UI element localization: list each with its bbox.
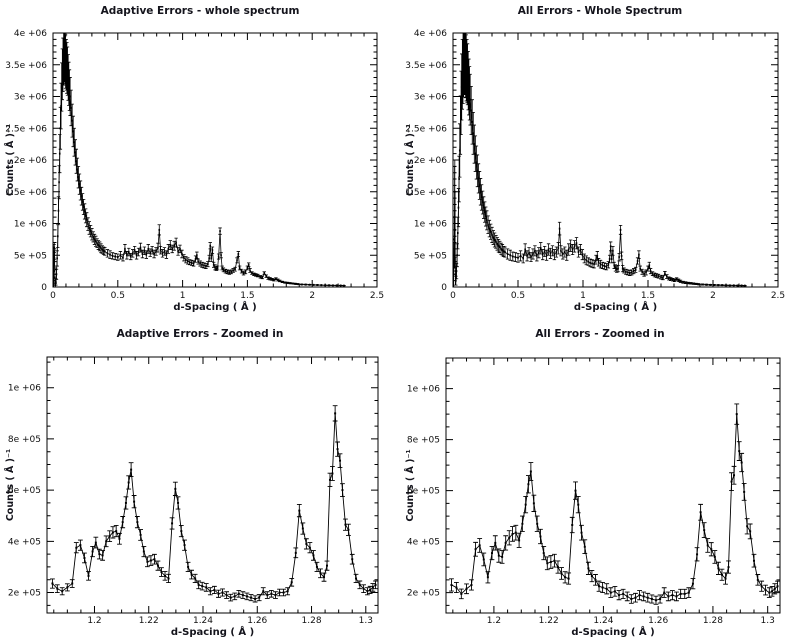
x-axis-label: d-Spacing ( Å ) xyxy=(173,300,256,313)
x-tick-label: 1.3 xyxy=(359,616,373,626)
y-tick-label: 3.5e +06 xyxy=(5,61,47,71)
chart-title: Adaptive Errors - whole spectrum xyxy=(101,5,300,17)
data-series xyxy=(53,33,346,287)
x-tick-label: 0.5 xyxy=(111,291,125,301)
y-tick-label: 4e +05 xyxy=(8,537,41,547)
y-tick-label: 1.5e +06 xyxy=(5,188,47,198)
x-tick-label: 1.28 xyxy=(302,616,322,626)
x-tick-label: 0 xyxy=(450,291,456,301)
x-tick-label: 2 xyxy=(710,291,716,301)
x-tick-label: 0.5 xyxy=(511,291,525,301)
y-tick-label: 3.5e +06 xyxy=(405,61,447,71)
y-tick-label: 6e +05 xyxy=(8,486,41,496)
y-tick-label: 1e +06 xyxy=(414,220,447,230)
y-tick-label: 1e +06 xyxy=(8,384,41,394)
y-tick-label: 2e +05 xyxy=(8,589,41,599)
y-tick-label: 8e +05 xyxy=(8,435,41,445)
data-line xyxy=(52,413,376,600)
data-series xyxy=(453,33,747,287)
adaptive-whole-spectrum-plot: Adaptive Errors - whole spectrum d-Spacin… xyxy=(5,5,384,313)
x-tick-label: 1.22 xyxy=(139,616,159,626)
chart-adaptive-zoomed-in: Adaptive Errors - Zoomed in d-Spacing ( Å… xyxy=(0,321,400,643)
x-tick-label: 1 xyxy=(180,291,186,301)
x-tick-label: 1.5 xyxy=(240,291,254,301)
x-tick-label: 2 xyxy=(309,291,315,301)
x-tick-label: 1.2 xyxy=(487,616,501,626)
data-markers xyxy=(53,54,345,287)
x-axis-label: d-Spacing ( Å ) xyxy=(571,625,654,638)
plot-frame-and-ticks xyxy=(445,357,781,614)
plot-frame-and-ticks xyxy=(46,356,379,614)
y-tick-label: 4e +06 xyxy=(414,29,447,39)
data-series xyxy=(449,403,780,605)
data-line xyxy=(453,57,745,287)
y-tick-label: 3e +06 xyxy=(414,93,447,103)
chart-title: All Errors - Zoomed in xyxy=(535,328,664,340)
y-tick-label: 8e +05 xyxy=(407,436,440,446)
y-tick-label: 2e +06 xyxy=(14,156,47,166)
y-tick-label: 2.5e +06 xyxy=(5,124,47,134)
x-tick-label: 1.26 xyxy=(648,616,668,626)
x-tick-label: 1.5 xyxy=(641,291,655,301)
error-bars xyxy=(453,33,747,287)
chart-all-zoomed-in: All Errors - Zoomed in d-Spacing ( Å ) Cou… xyxy=(400,321,800,643)
y-tick-label: 6e +05 xyxy=(407,487,440,497)
x-tick-label: 1.3 xyxy=(761,616,775,626)
y-tick-label: 5e +05 xyxy=(14,251,47,261)
error-bars xyxy=(53,33,346,287)
y-axis-label: Counts ( Å )⁻¹ xyxy=(405,124,416,196)
all-whole-spectrum-plot: All Errors - Whole Spectrum d-Spacing ( Å… xyxy=(405,5,785,313)
adaptive-zoomed-in-plot: Adaptive Errors - Zoomed in d-Spacing ( Å… xyxy=(5,328,379,638)
x-tick-label: 1.24 xyxy=(593,616,613,626)
x-tick-label: 1.26 xyxy=(247,616,267,626)
x-tick-label: 2.5 xyxy=(771,291,785,301)
x-tick-label: 2.5 xyxy=(370,291,384,301)
data-markers xyxy=(51,412,377,600)
data-line xyxy=(53,53,344,286)
x-tick-label: 1.24 xyxy=(193,616,213,626)
y-tick-label: 2e +06 xyxy=(414,156,447,166)
chart-all-whole-spectrum: All Errors - Whole Spectrum d-Spacing ( Å… xyxy=(400,0,800,321)
data-markers xyxy=(453,57,746,287)
y-tick-label: 5e +05 xyxy=(414,251,447,261)
y-tick-label: 1e +06 xyxy=(407,385,440,395)
data-series xyxy=(50,405,378,603)
y-tick-label: 0 xyxy=(41,283,47,293)
x-tick-label: 0 xyxy=(50,291,56,301)
y-tick-label: 4e +06 xyxy=(14,29,47,39)
data-markers xyxy=(450,413,779,602)
y-tick-label: 1.5e +06 xyxy=(405,188,447,198)
chart-adaptive-whole-spectrum: Adaptive Errors - whole spectrum d-Spacin… xyxy=(0,0,400,321)
y-axis-label: Counts ( Å )⁻¹ xyxy=(5,449,16,521)
chart-title: All Errors - Whole Spectrum xyxy=(518,5,683,17)
all-zoomed-in-plot: All Errors - Zoomed in d-Spacing ( Å ) Cou… xyxy=(405,328,781,638)
y-tick-label: 3e +06 xyxy=(14,93,47,103)
x-tick-label: 1.22 xyxy=(539,616,559,626)
chart-title: Adaptive Errors - Zoomed in xyxy=(117,328,284,340)
y-tick-label: 4e +05 xyxy=(407,538,440,548)
y-tick-label: 2.5e +06 xyxy=(405,124,447,134)
x-tick-label: 1.28 xyxy=(703,616,723,626)
y-tick-label: 0 xyxy=(441,283,447,293)
x-tick-label: 1.2 xyxy=(87,616,101,626)
y-axis-label: Counts ( Å )⁻¹ xyxy=(405,449,416,521)
y-tick-label: 1e +06 xyxy=(14,220,47,230)
y-axis-label: Counts ( Å )⁻¹ xyxy=(5,124,16,196)
x-axis-label: d-Spacing ( Å ) xyxy=(574,300,657,313)
x-axis-label: d-Spacing ( Å ) xyxy=(171,625,254,638)
x-tick-label: 1 xyxy=(580,291,586,301)
y-tick-label: 2e +05 xyxy=(407,589,440,599)
